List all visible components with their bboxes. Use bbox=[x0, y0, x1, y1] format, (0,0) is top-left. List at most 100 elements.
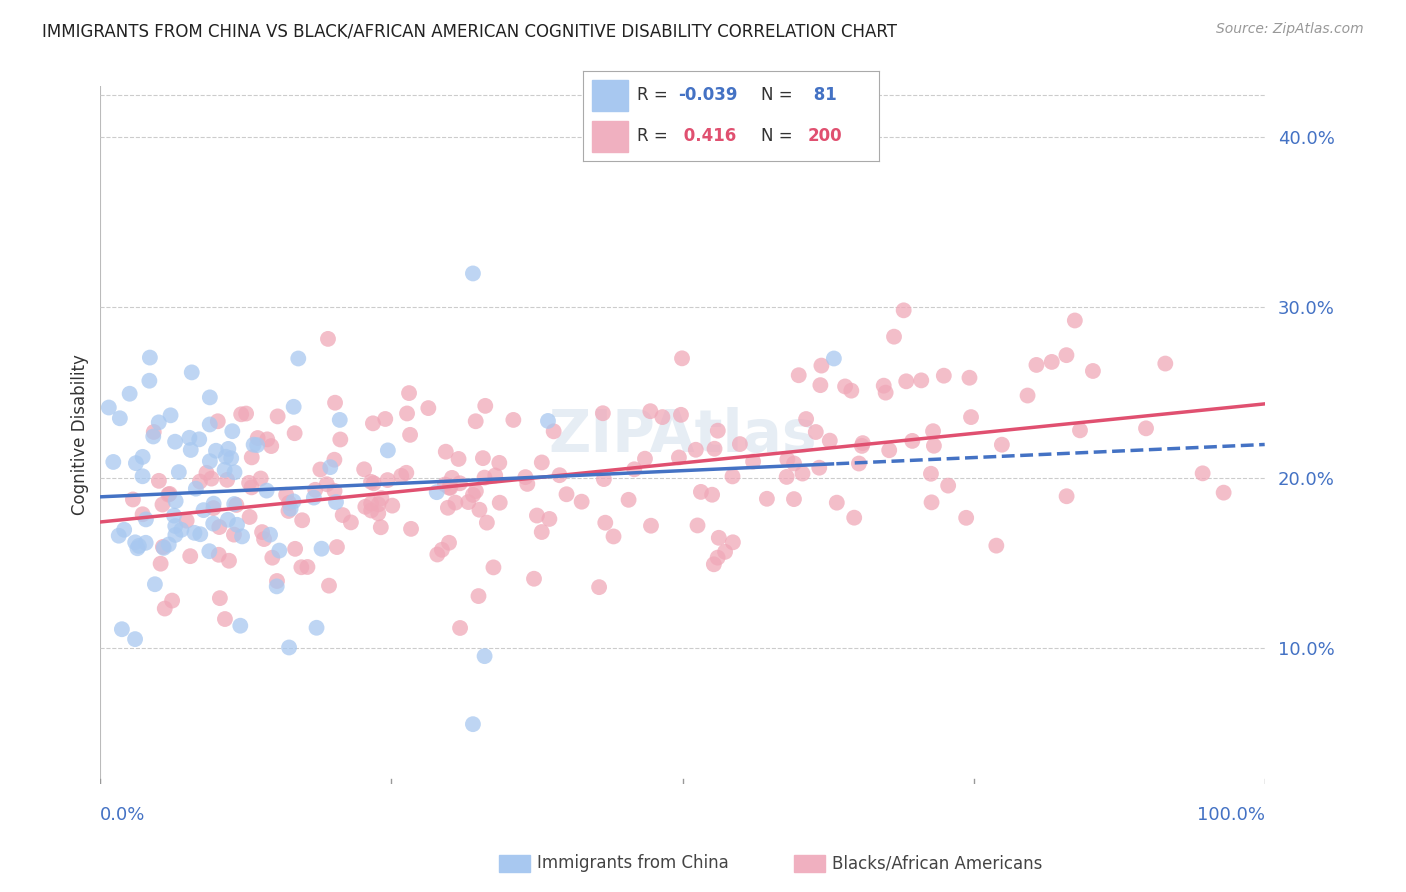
Point bbox=[235, 407, 257, 421]
Point bbox=[240, 450, 263, 465]
Point bbox=[543, 425, 565, 439]
Point bbox=[921, 495, 943, 509]
Point bbox=[176, 514, 198, 528]
Point bbox=[1212, 485, 1234, 500]
Point bbox=[128, 539, 150, 553]
Point bbox=[367, 497, 389, 511]
Point bbox=[180, 365, 202, 379]
Point bbox=[266, 579, 288, 593]
Point bbox=[742, 454, 765, 468]
Point bbox=[297, 560, 319, 574]
Text: IMMIGRANTS FROM CHINA VS BLACK/AFRICAN AMERICAN COGNITIVE DISABILITY CORRELATION: IMMIGRANTS FROM CHINA VS BLACK/AFRICAN A… bbox=[42, 22, 897, 40]
Point bbox=[640, 404, 662, 418]
Point bbox=[955, 511, 977, 525]
Point bbox=[202, 501, 225, 516]
Point bbox=[1017, 388, 1039, 402]
Point bbox=[1069, 423, 1091, 437]
Point bbox=[834, 379, 856, 393]
Point bbox=[202, 497, 225, 511]
Point bbox=[214, 612, 236, 626]
Point bbox=[202, 516, 225, 531]
Point bbox=[153, 601, 176, 615]
Point bbox=[302, 491, 325, 505]
Point bbox=[818, 434, 841, 448]
Point bbox=[218, 554, 240, 568]
Point bbox=[593, 472, 616, 486]
Point bbox=[707, 531, 730, 545]
Point bbox=[370, 520, 392, 534]
Point bbox=[755, 491, 778, 506]
Point bbox=[217, 513, 239, 527]
Text: 100.0%: 100.0% bbox=[1197, 805, 1264, 824]
Point bbox=[488, 456, 510, 470]
Point bbox=[668, 450, 690, 465]
Point bbox=[148, 416, 170, 430]
Point bbox=[179, 431, 201, 445]
Point bbox=[623, 462, 645, 476]
Point bbox=[426, 548, 449, 562]
Point bbox=[690, 484, 713, 499]
Point bbox=[370, 491, 392, 505]
Point bbox=[208, 548, 231, 562]
Point bbox=[538, 512, 561, 526]
Point bbox=[332, 508, 354, 522]
Point bbox=[896, 374, 918, 388]
Text: 0.0%: 0.0% bbox=[100, 805, 146, 824]
Point bbox=[474, 399, 496, 413]
Point bbox=[107, 529, 129, 543]
Point bbox=[475, 516, 498, 530]
Point bbox=[319, 460, 342, 475]
Text: Blacks/African Americans: Blacks/African Americans bbox=[832, 855, 1043, 872]
Point bbox=[325, 495, 347, 509]
Point bbox=[124, 632, 146, 647]
Point bbox=[340, 516, 363, 530]
Point bbox=[851, 439, 873, 453]
Point bbox=[138, 374, 160, 388]
Point bbox=[208, 520, 231, 534]
Point bbox=[395, 466, 418, 480]
Text: ZIPAtlas: ZIPAtlas bbox=[548, 407, 817, 464]
Point bbox=[170, 523, 193, 537]
Point bbox=[398, 386, 420, 401]
Y-axis label: Cognitive Disability: Cognitive Disability bbox=[72, 355, 89, 516]
Point bbox=[127, 541, 149, 556]
Point bbox=[240, 480, 263, 494]
Point bbox=[418, 401, 440, 416]
Point bbox=[792, 467, 814, 481]
Point bbox=[118, 386, 141, 401]
Point bbox=[515, 470, 537, 484]
Point bbox=[142, 425, 165, 439]
Point bbox=[198, 454, 221, 468]
Point bbox=[444, 495, 467, 509]
Point bbox=[686, 518, 709, 533]
Point bbox=[449, 621, 471, 635]
Point bbox=[309, 462, 332, 476]
Point bbox=[160, 593, 183, 607]
Point bbox=[526, 508, 548, 523]
Point bbox=[139, 351, 162, 365]
Point bbox=[1040, 355, 1063, 369]
Point bbox=[461, 717, 484, 731]
Point bbox=[875, 385, 897, 400]
Point bbox=[434, 444, 457, 458]
Point bbox=[922, 424, 945, 438]
Point bbox=[468, 502, 491, 516]
Text: 200: 200 bbox=[808, 128, 842, 145]
Point bbox=[449, 476, 471, 491]
Point bbox=[280, 501, 302, 516]
Point bbox=[184, 482, 207, 496]
Point bbox=[315, 477, 337, 491]
Text: -0.039: -0.039 bbox=[678, 87, 738, 104]
Point bbox=[112, 523, 135, 537]
Point bbox=[516, 477, 538, 491]
Point bbox=[277, 504, 299, 518]
Point bbox=[131, 450, 153, 464]
Point bbox=[377, 473, 399, 487]
Point bbox=[482, 560, 505, 574]
Bar bbox=[592, 80, 627, 111]
Point bbox=[893, 303, 915, 318]
Point bbox=[163, 508, 186, 523]
Point bbox=[256, 483, 278, 498]
Point bbox=[437, 481, 460, 495]
Point bbox=[360, 497, 382, 511]
